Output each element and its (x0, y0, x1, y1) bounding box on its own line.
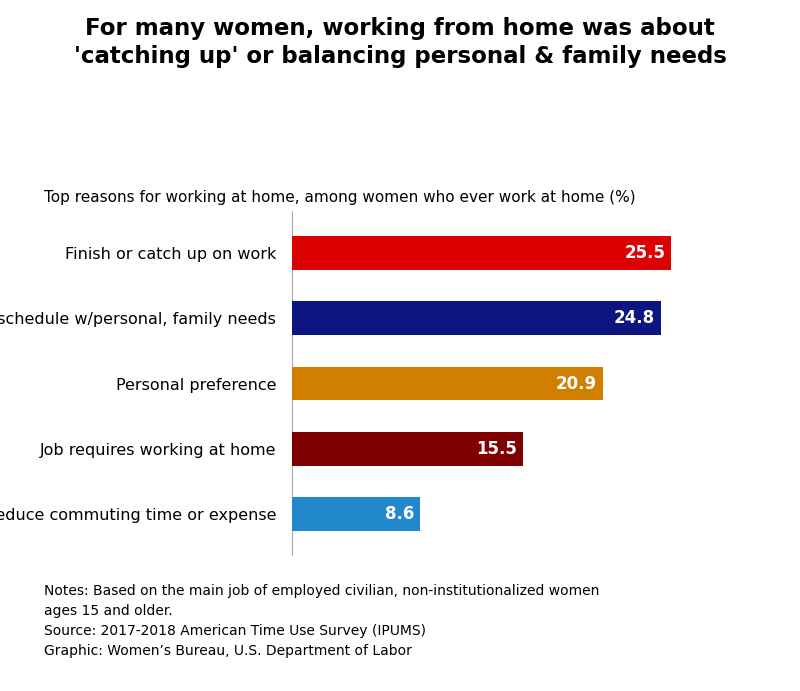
Text: 20.9: 20.9 (556, 375, 597, 392)
Text: Notes: Based on the main job of employed civilian, non-institutionalized women
a: Notes: Based on the main job of employed… (44, 584, 599, 658)
Bar (292, 236, 671, 270)
Bar (292, 432, 522, 466)
Bar (292, 497, 420, 531)
Text: 8.6: 8.6 (385, 505, 414, 523)
Text: 25.5: 25.5 (624, 244, 666, 262)
Bar (292, 301, 661, 335)
Text: 24.8: 24.8 (614, 310, 655, 328)
Bar (292, 366, 603, 401)
Text: Top reasons for working at home, among women who ever work at home (%): Top reasons for working at home, among w… (44, 190, 636, 205)
Text: 15.5: 15.5 (476, 439, 517, 457)
Text: For many women, working from home was about
'catching up' or balancing personal : For many women, working from home was ab… (74, 17, 726, 68)
